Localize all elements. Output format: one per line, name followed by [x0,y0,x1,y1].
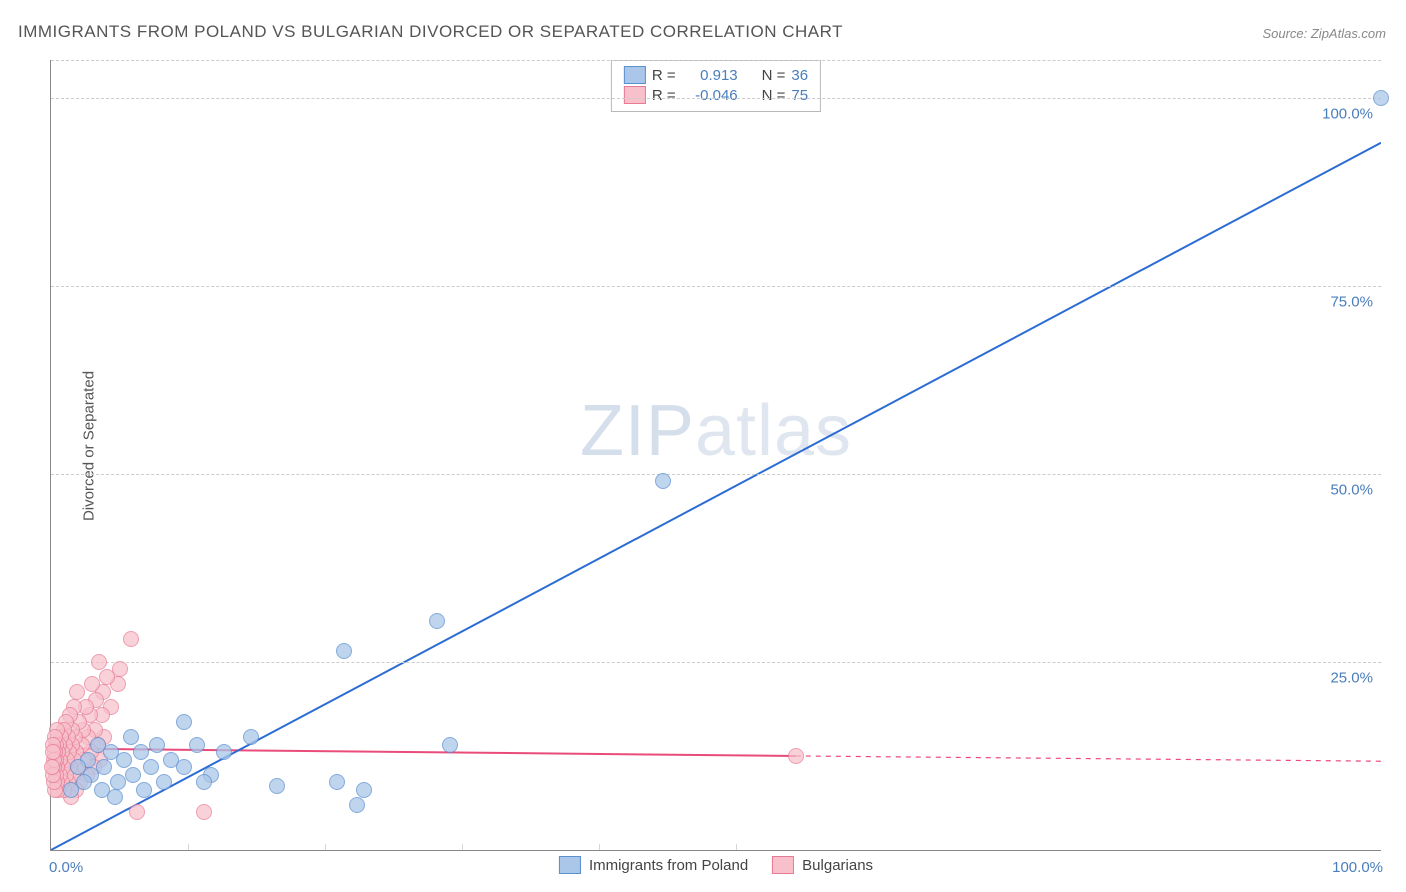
data-point-poland [133,744,149,760]
x-tick-left: 0.0% [49,859,83,876]
data-point-poland [243,729,259,745]
data-point-poland [216,744,232,760]
gridline-h [51,662,1381,663]
watermark-zip: ZIP [580,391,695,471]
chart-title: IMMIGRANTS FROM POLAND VS BULGARIAN DIVO… [18,22,843,42]
gridline-h [51,60,1381,61]
gridline-v [599,844,600,850]
data-point-poland [125,767,141,783]
y-tick-label: 75.0% [1330,293,1373,310]
data-point-bulgarians [123,631,139,647]
data-point-poland [156,774,172,790]
swatch-poland [624,66,646,84]
legend-item-poland: Immigrants from Poland [559,856,748,874]
N-value-bulgarians: 75 [791,87,808,104]
data-point-bulgarians [99,669,115,685]
source-attribution: Source: ZipAtlas.com [1262,26,1386,41]
data-point-poland [429,613,445,629]
data-point-bulgarians [45,744,61,760]
correlation-legend: R = 0.913 N = 36 R = -0.046 N = 75 [611,60,821,112]
x-tick-right: 100.0% [1332,859,1383,876]
trend-line-dash-bulgarians [796,756,1381,761]
swatch-poland-bottom [559,856,581,874]
data-point-poland [356,782,372,798]
data-point-bulgarians [196,804,212,820]
R-label: R = [652,87,676,104]
gridline-v [462,844,463,850]
data-point-bulgarians [129,804,145,820]
data-point-poland [329,774,345,790]
data-point-poland [442,737,458,753]
data-point-poland [136,782,152,798]
y-tick-label: 50.0% [1330,481,1373,498]
source-name: ZipAtlas.com [1311,26,1386,41]
legend-row-poland: R = 0.913 N = 36 [624,65,808,85]
gridline-h [51,474,1381,475]
watermark-atlas: atlas [695,391,852,471]
data-point-poland [189,737,205,753]
data-point-poland [143,759,159,775]
N-label: N = [762,67,786,84]
data-point-poland [196,774,212,790]
swatch-bulgarians [624,86,646,104]
N-label: N = [762,87,786,104]
gridline-v [188,844,189,850]
series-label-poland: Immigrants from Poland [589,857,748,874]
data-point-bulgarians [69,684,85,700]
data-point-poland [149,737,165,753]
series-legend: Immigrants from Poland Bulgarians [559,856,873,874]
R-label: R = [652,67,676,84]
y-tick-label: 100.0% [1322,105,1373,122]
R-value-bulgarians: -0.046 [682,87,738,104]
data-point-bulgarians [91,654,107,670]
series-label-bulgarians: Bulgarians [802,857,873,874]
data-point-bulgarians [788,748,804,764]
legend-row-bulgarians: R = -0.046 N = 75 [624,85,808,105]
data-point-poland [63,782,79,798]
data-point-poland [94,782,110,798]
data-point-poland [1373,90,1389,106]
data-point-poland [90,737,106,753]
gridline-h [51,98,1381,99]
R-value-poland: 0.913 [682,67,738,84]
gridline-h [51,286,1381,287]
data-point-bulgarians [84,676,100,692]
data-point-poland [163,752,179,768]
data-point-poland [176,714,192,730]
data-point-poland [269,778,285,794]
data-point-bulgarians [44,759,60,775]
legend-item-bulgarians: Bulgarians [772,856,873,874]
data-point-poland [110,774,126,790]
swatch-bulgarians-bottom [772,856,794,874]
data-point-poland [336,643,352,659]
gridline-v [325,844,326,850]
chart-plot-area: ZIPatlas R = 0.913 N = 36 R = -0.046 N =… [50,60,1381,851]
data-point-poland [349,797,365,813]
data-point-poland [123,729,139,745]
N-value-poland: 36 [791,67,808,84]
data-point-poland [70,759,86,775]
source-prefix: Source: [1262,26,1310,41]
data-point-poland [655,473,671,489]
y-tick-label: 25.0% [1330,669,1373,686]
watermark: ZIPatlas [580,390,852,472]
gridline-v [736,844,737,850]
